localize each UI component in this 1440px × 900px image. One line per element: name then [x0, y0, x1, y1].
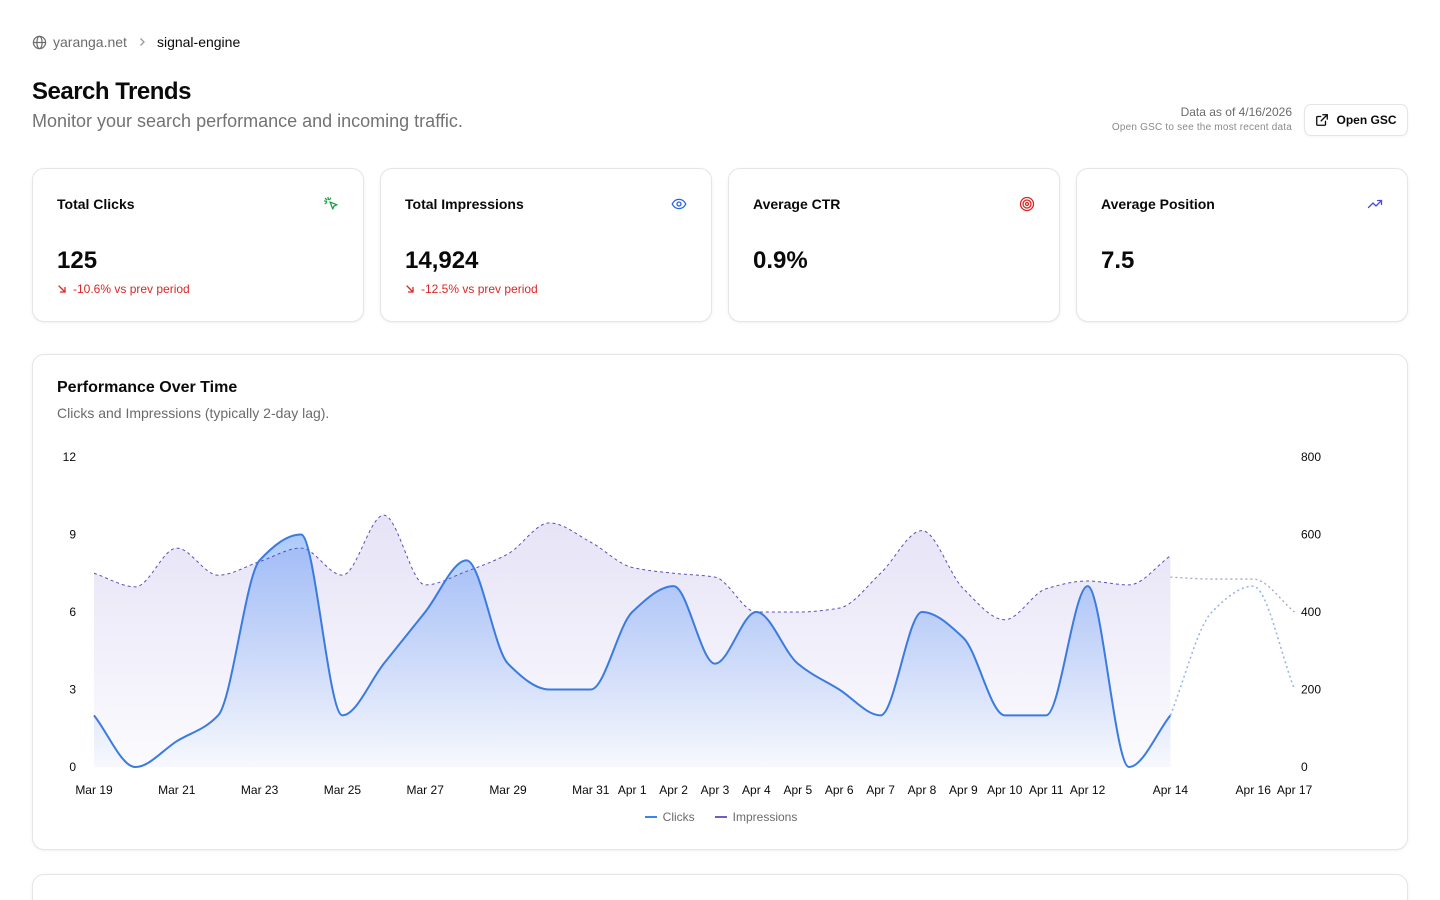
stat-delta-text: -12.5% vs prev period	[421, 282, 538, 296]
stat-value: 0.9%	[753, 247, 808, 274]
x-tick-label: Apr 5	[783, 783, 812, 797]
target-icon	[1019, 196, 1035, 212]
cursor-click-icon	[323, 196, 339, 212]
stat-value: 14,924	[405, 247, 479, 274]
y-right-tick-label: 600	[1301, 528, 1321, 542]
page-subtitle: Monitor your search performance and inco…	[32, 111, 463, 131]
legend-item-clicks[interactable]: Clicks	[644, 810, 695, 824]
page-title: Search Trends	[32, 78, 191, 105]
stat-label: Total Clicks	[57, 196, 135, 212]
breadcrumb-project: signal-engine	[156, 34, 241, 50]
chart-title: Performance Over Time	[57, 379, 238, 396]
data-freshness: Data as of 4/16/2026 Open GSC to see the…	[1112, 104, 1292, 135]
x-tick-label: Apr 12	[1070, 783, 1106, 797]
y-right-tick-label: 400	[1301, 605, 1321, 619]
x-tick-label: Apr 2	[659, 783, 688, 797]
impressions-line	[93, 514, 1171, 621]
x-tick-label: Apr 17	[1277, 783, 1313, 797]
x-tick-label: Apr 7	[866, 783, 895, 797]
breadcrumb: yaranga.net signal-engine	[32, 32, 240, 52]
x-tick-label: Mar 27	[407, 783, 445, 797]
stat-delta: -10.6% vs prev period	[57, 282, 190, 296]
y-left-tick-label: 6	[69, 605, 76, 619]
x-tick-label: Apr 4	[742, 783, 771, 797]
clicks-projected-line	[1169, 585, 1296, 716]
external-link-icon	[1315, 113, 1329, 127]
stat-card-total-clicks: Total Clicks 125 -10.6% vs prev period	[32, 168, 364, 322]
x-tick-label: Apr 1	[618, 783, 647, 797]
data-asof-text: Data as of 4/16/2026	[1180, 105, 1292, 119]
stat-delta: -12.5% vs prev period	[405, 282, 538, 296]
y-left-tick-label: 0	[69, 760, 76, 774]
chevron-right-icon	[136, 36, 148, 48]
legend-swatch	[714, 816, 727, 818]
performance-chart-card: Performance Over Time Clicks and Impress…	[32, 354, 1408, 850]
y-right-tick-label: 200	[1301, 683, 1321, 697]
y-left-tick-label: 9	[69, 528, 76, 542]
x-tick-label: Apr 16	[1236, 783, 1272, 797]
x-tick-label: Mar 23	[241, 783, 279, 797]
x-tick-label: Mar 29	[489, 783, 527, 797]
stat-label: Average Position	[1101, 196, 1215, 212]
chart-legend: Clicks Impressions	[33, 810, 1409, 824]
y-left-tick-label: 3	[69, 683, 76, 697]
x-tick-label: Apr 14	[1153, 783, 1189, 797]
stat-card-total-impressions: Total Impressions 14,924 -12.5% vs prev …	[380, 168, 712, 322]
clicks-line	[93, 533, 1172, 769]
x-tick-label: Apr 11	[1029, 783, 1064, 797]
x-tick-label: Apr 10	[987, 783, 1023, 797]
impressions-projected-line	[1170, 576, 1296, 613]
x-tick-label: Apr 6	[825, 783, 854, 797]
legend-item-impressions[interactable]: Impressions	[714, 810, 798, 824]
chart-subtitle: Clicks and Impressions (typically 2-day …	[57, 405, 330, 421]
open-gsc-label: Open GSC	[1336, 113, 1397, 127]
stat-card-average-ctr: Average CTR 0.9%	[728, 168, 1060, 322]
y-right-tick-label: 800	[1301, 450, 1321, 464]
y-left-tick-label: 12	[63, 450, 77, 464]
x-tick-label: Mar 21	[158, 783, 196, 797]
legend-swatch	[644, 816, 657, 818]
x-tick-label: Apr 9	[949, 783, 978, 797]
x-tick-label: Apr 8	[908, 783, 937, 797]
arrow-down-right-icon	[57, 284, 67, 294]
x-tick-label: Mar 31	[572, 783, 610, 797]
stat-value: 7.5	[1101, 247, 1135, 274]
eye-icon	[671, 196, 687, 212]
arrow-down-right-icon	[405, 284, 415, 294]
y-right-tick-label: 0	[1301, 760, 1308, 774]
stat-label: Total Impressions	[405, 196, 524, 212]
data-hint-text: Open GSC to see the most recent data	[1111, 122, 1292, 133]
breadcrumb-site-link[interactable]: yaranga.net	[53, 34, 127, 50]
x-tick-label: Apr 3	[701, 783, 730, 797]
performance-chart[interactable]: 0 3 6 9 12 0 200 400 600 800 Mar 19 Mar 21 Mar 23 Mar…	[33, 355, 1409, 851]
legend-label: Clicks	[662, 810, 695, 824]
clicks-area	[94, 534, 1171, 767]
open-gsc-button[interactable]: Open GSC	[1304, 104, 1408, 136]
legend-label: Impressions	[732, 810, 798, 824]
stat-label: Average CTR	[753, 196, 841, 212]
stat-card-average-position: Average Position 7.5	[1076, 168, 1408, 322]
next-section-card	[32, 874, 1408, 900]
globe-icon	[32, 35, 47, 50]
x-tick-label: Mar 25	[324, 783, 362, 797]
trending-up-icon	[1367, 196, 1383, 212]
x-tick-label: Mar 19	[75, 783, 113, 797]
stat-delta-text: -10.6% vs prev period	[73, 282, 190, 296]
stat-value: 125	[57, 247, 98, 274]
